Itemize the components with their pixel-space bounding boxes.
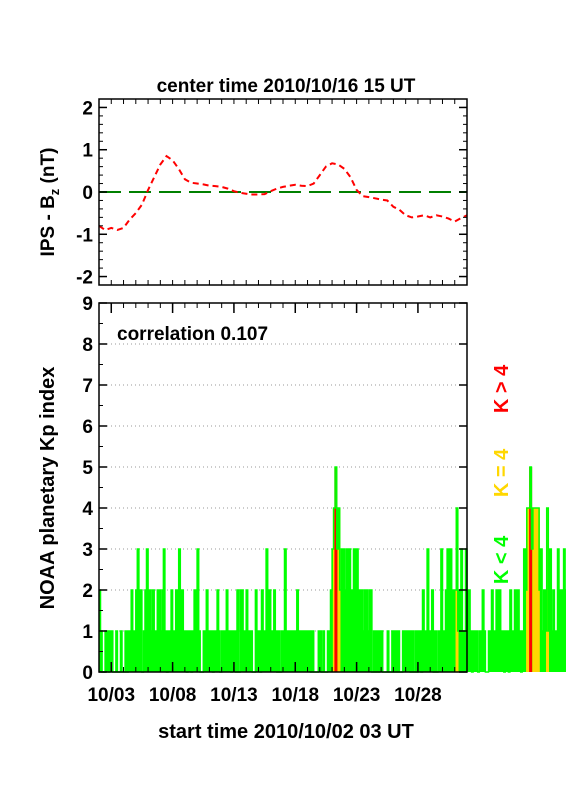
- kp-x-tick-label: 10/28: [394, 685, 442, 706]
- legend-k-less-4: K < 4: [491, 535, 513, 584]
- bz-plot-area: 2 1 0 -1 -2: [76, 98, 468, 289]
- kp-y-tick-label: 7: [82, 376, 93, 397]
- kp-y-tick-label: 1: [82, 622, 93, 643]
- kp-xlabel: start time 2010/10/02 03 UT: [158, 721, 414, 743]
- kp-y-tick-label: 2: [82, 581, 93, 602]
- top-y-tick-label: 1: [82, 141, 93, 162]
- top-ylabel-sub: z: [47, 188, 62, 195]
- top-y-tick-label: -2: [76, 268, 93, 289]
- kp-plot-area: 0 1 2 3 4 5 6 7 8 9 10/03 10/08 10/13 10/18 10/23 10/28: [82, 294, 566, 706]
- bz-series-line: [98, 154, 468, 232]
- top-y-tick-label: -1: [76, 225, 93, 246]
- legend-k-greater-4: K > 4: [491, 364, 513, 413]
- top-panel-title: center time 2010/10/16 15 UT: [157, 76, 416, 97]
- kp-y-tick-label: 0: [82, 663, 93, 684]
- kp-y-tick-label: 4: [82, 499, 93, 520]
- kp-y-tick-label: 9: [82, 294, 93, 315]
- kp-x-tick-label: 10/08: [149, 685, 197, 706]
- kp-x-tick-label: 10/18: [271, 685, 319, 706]
- kp-ylabel: NOAA planetary Kp index: [37, 367, 59, 610]
- top-ylabel-unit: (nT): [38, 148, 59, 189]
- kp-x-tick-label: 10/13: [210, 685, 258, 706]
- top-ylabel-main: IPS - B: [38, 195, 59, 256]
- top-y-tick-label: 2: [82, 98, 93, 119]
- kp-y-tick-label: 5: [82, 458, 93, 479]
- legend-k-equal-4: K = 4: [491, 448, 513, 497]
- correlation-label: correlation 0.107: [117, 324, 268, 345]
- kp-y-tick-label: 3: [82, 540, 93, 561]
- top-y-tick-label: 0: [82, 183, 93, 204]
- kp-x-tick-label: 10/03: [87, 685, 135, 706]
- kp-y-tick-label: 6: [82, 417, 93, 438]
- kp-x-tick-label: 10/23: [333, 685, 381, 706]
- top-panel-ylabel: IPS - Bz (nT): [38, 148, 62, 257]
- kp-y-tick-label: 8: [82, 335, 93, 356]
